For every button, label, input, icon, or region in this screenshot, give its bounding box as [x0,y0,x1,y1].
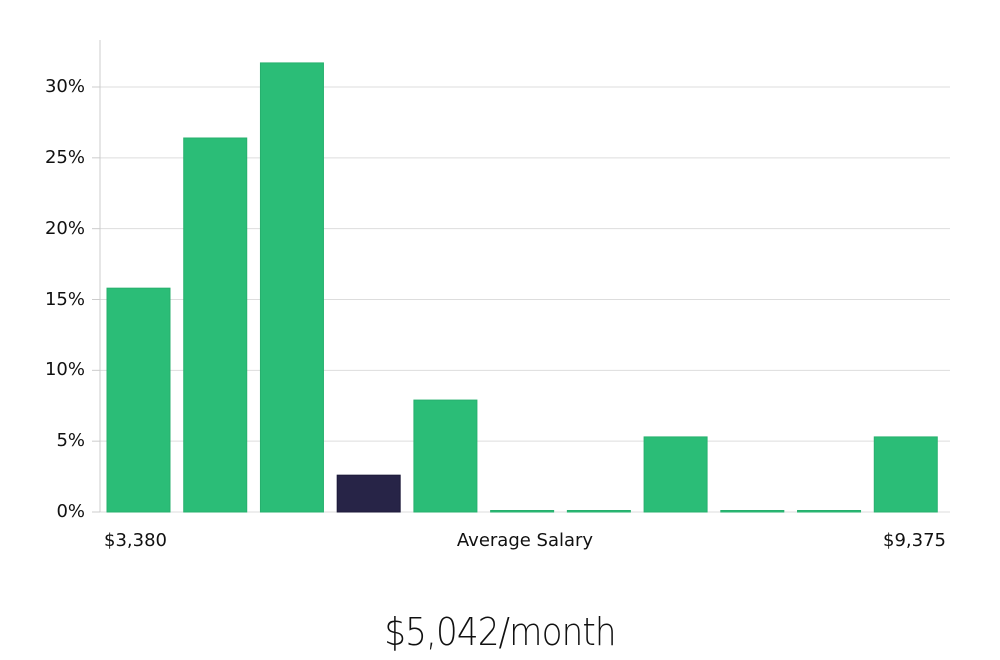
bar [643,436,708,513]
bar [413,399,478,513]
bar [566,510,631,513]
y-tick-label: 15% [44,288,85,310]
y-tick-label: 0% [56,501,85,522]
bar [106,287,171,513]
y-tick-label: 20% [44,217,85,239]
average-salary-summary: $5,042/month [384,610,616,654]
bar [183,137,248,513]
bar [797,510,862,513]
bar [490,510,555,513]
x-axis-title: Average Salary [456,530,594,551]
x-max-label: $9,375 [883,530,946,551]
x-min-label: $3,380 [104,530,167,551]
bar [259,62,324,513]
plot-area [92,40,950,513]
bar [873,436,938,513]
y-tick-label: 25% [44,146,85,168]
y-tick-label: 5% [56,430,85,452]
y-tick-label: 30% [44,76,85,97]
bar [720,510,785,513]
y-tick-label: 10% [44,359,85,381]
bar-highlighted [336,474,401,513]
